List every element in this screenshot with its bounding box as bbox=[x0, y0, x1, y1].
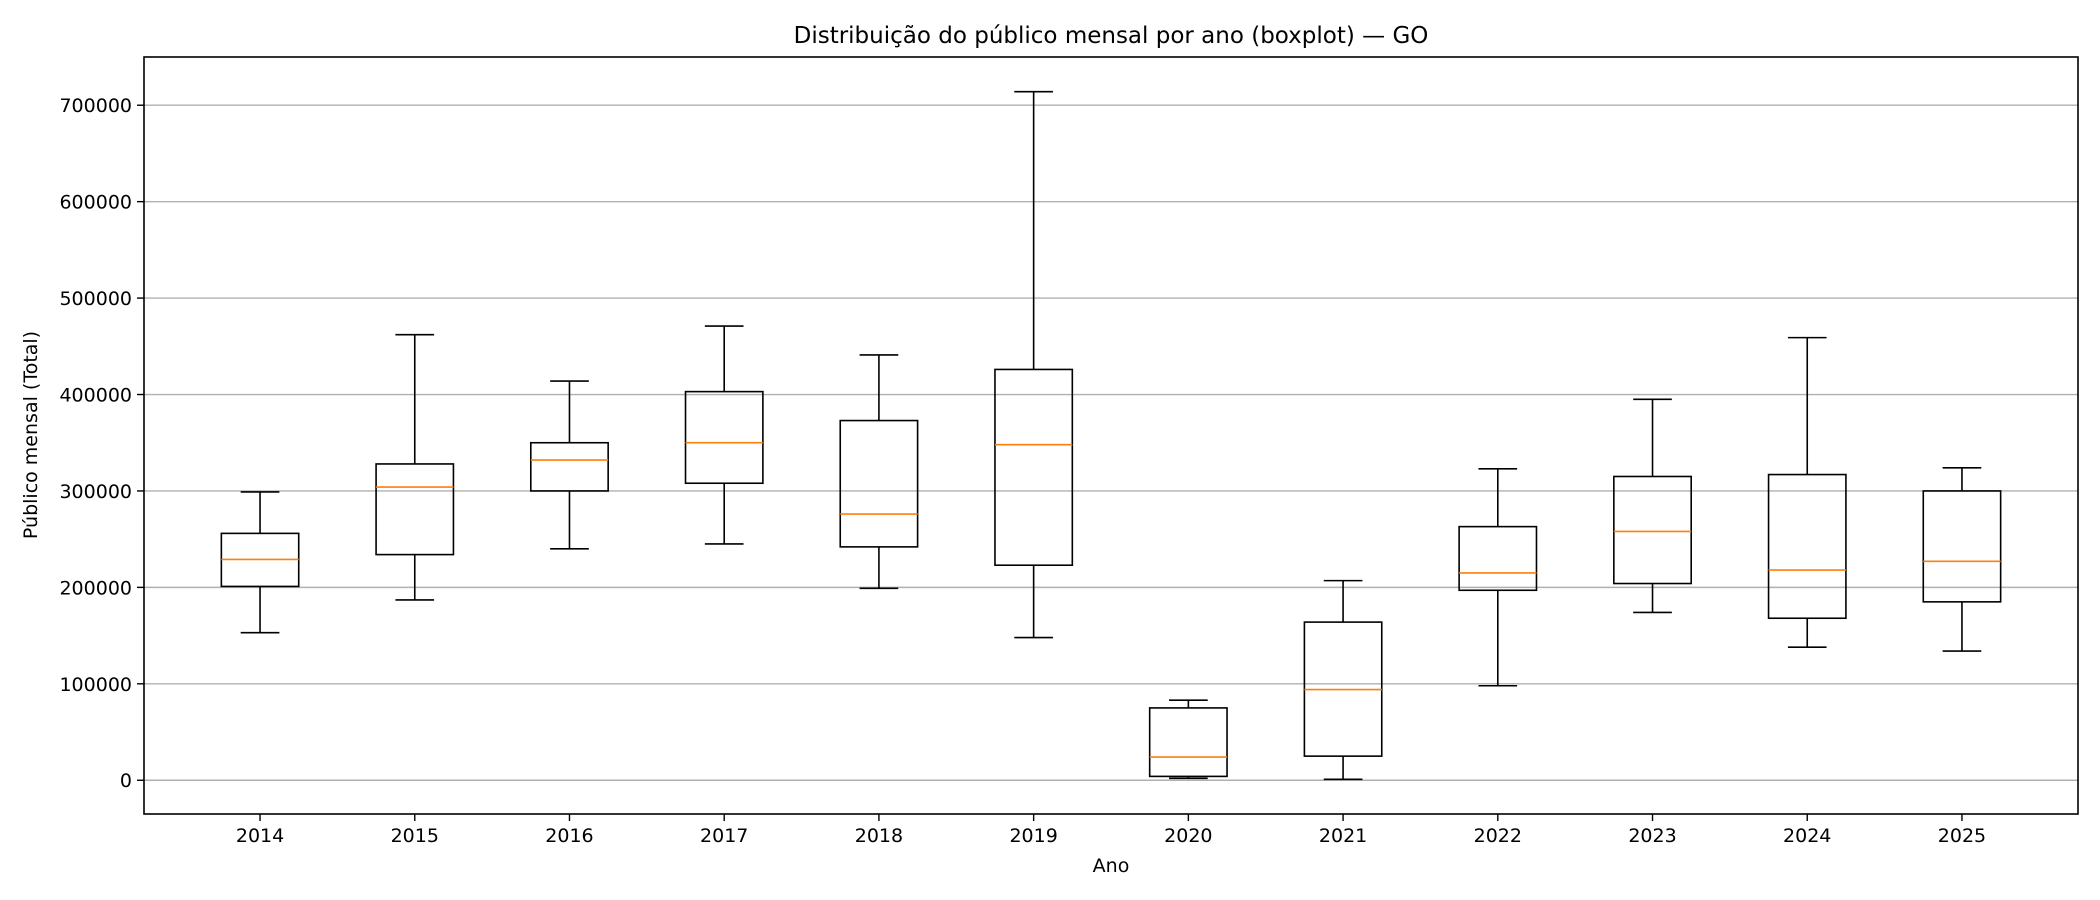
iqr-box bbox=[1922, 490, 2002, 603]
y-tick-label: 500000 bbox=[59, 288, 132, 310]
grid-lines bbox=[144, 104, 2078, 781]
box-2023 bbox=[1613, 398, 1692, 614]
x-tick-label: 2019 bbox=[1009, 825, 1057, 847]
iqr-box bbox=[375, 463, 455, 556]
x-tick-label: 2017 bbox=[700, 825, 748, 847]
box-2019 bbox=[994, 90, 1074, 639]
box-2025 bbox=[1922, 467, 2002, 652]
box-2016 bbox=[529, 380, 609, 550]
box-2020 bbox=[1148, 699, 1228, 780]
box-2018 bbox=[839, 354, 919, 590]
boxes bbox=[220, 90, 2002, 781]
axes: 0 100000 200000 300000 400000 500000 600000 700… bbox=[59, 95, 1986, 847]
y-tick-label: 0 bbox=[120, 770, 132, 792]
chart-title: Distribuição do público mensal por ano (… bbox=[794, 23, 1429, 49]
y-tick-label: 700000 bbox=[59, 95, 132, 117]
y-tick-label: 600000 bbox=[59, 192, 132, 214]
x-tick-label: 2025 bbox=[1938, 825, 1986, 847]
y-tick-label: 200000 bbox=[59, 577, 132, 599]
box-2015 bbox=[375, 333, 455, 601]
x-tick-label: 2024 bbox=[1783, 825, 1831, 847]
box-2024 bbox=[1767, 336, 1847, 648]
x-tick-label: 2022 bbox=[1474, 825, 1522, 847]
iqr-box bbox=[529, 441, 609, 492]
y-tick-label: 400000 bbox=[59, 385, 132, 407]
box-2017 bbox=[684, 325, 764, 545]
iqr-box bbox=[1613, 475, 1692, 585]
box-2014 bbox=[220, 491, 300, 634]
x-tick-label: 2023 bbox=[1628, 825, 1676, 847]
iqr-box bbox=[994, 368, 1074, 567]
x-tick-label: 2014 bbox=[236, 825, 284, 847]
iqr-box bbox=[1767, 473, 1847, 620]
x-tick-label: 2021 bbox=[1319, 825, 1367, 847]
x-tick-label: 2018 bbox=[855, 825, 903, 847]
x-tick-label: 2015 bbox=[391, 825, 439, 847]
iqr-box bbox=[1148, 707, 1228, 778]
x-tick-label: 2016 bbox=[545, 825, 593, 847]
iqr-box bbox=[839, 419, 919, 548]
x-tick-label: 2020 bbox=[1164, 825, 1212, 847]
box-2022 bbox=[1458, 467, 1538, 687]
box-2021 bbox=[1303, 579, 1383, 781]
x-axis-label: Ano bbox=[1093, 855, 1130, 877]
y-tick-label: 300000 bbox=[59, 481, 132, 503]
plot-frame bbox=[143, 56, 2079, 815]
iqr-box bbox=[1458, 525, 1538, 592]
y-axis-label: Público mensal (Total) bbox=[20, 331, 42, 539]
iqr-box bbox=[684, 390, 764, 485]
y-tick-label: 100000 bbox=[59, 674, 132, 696]
